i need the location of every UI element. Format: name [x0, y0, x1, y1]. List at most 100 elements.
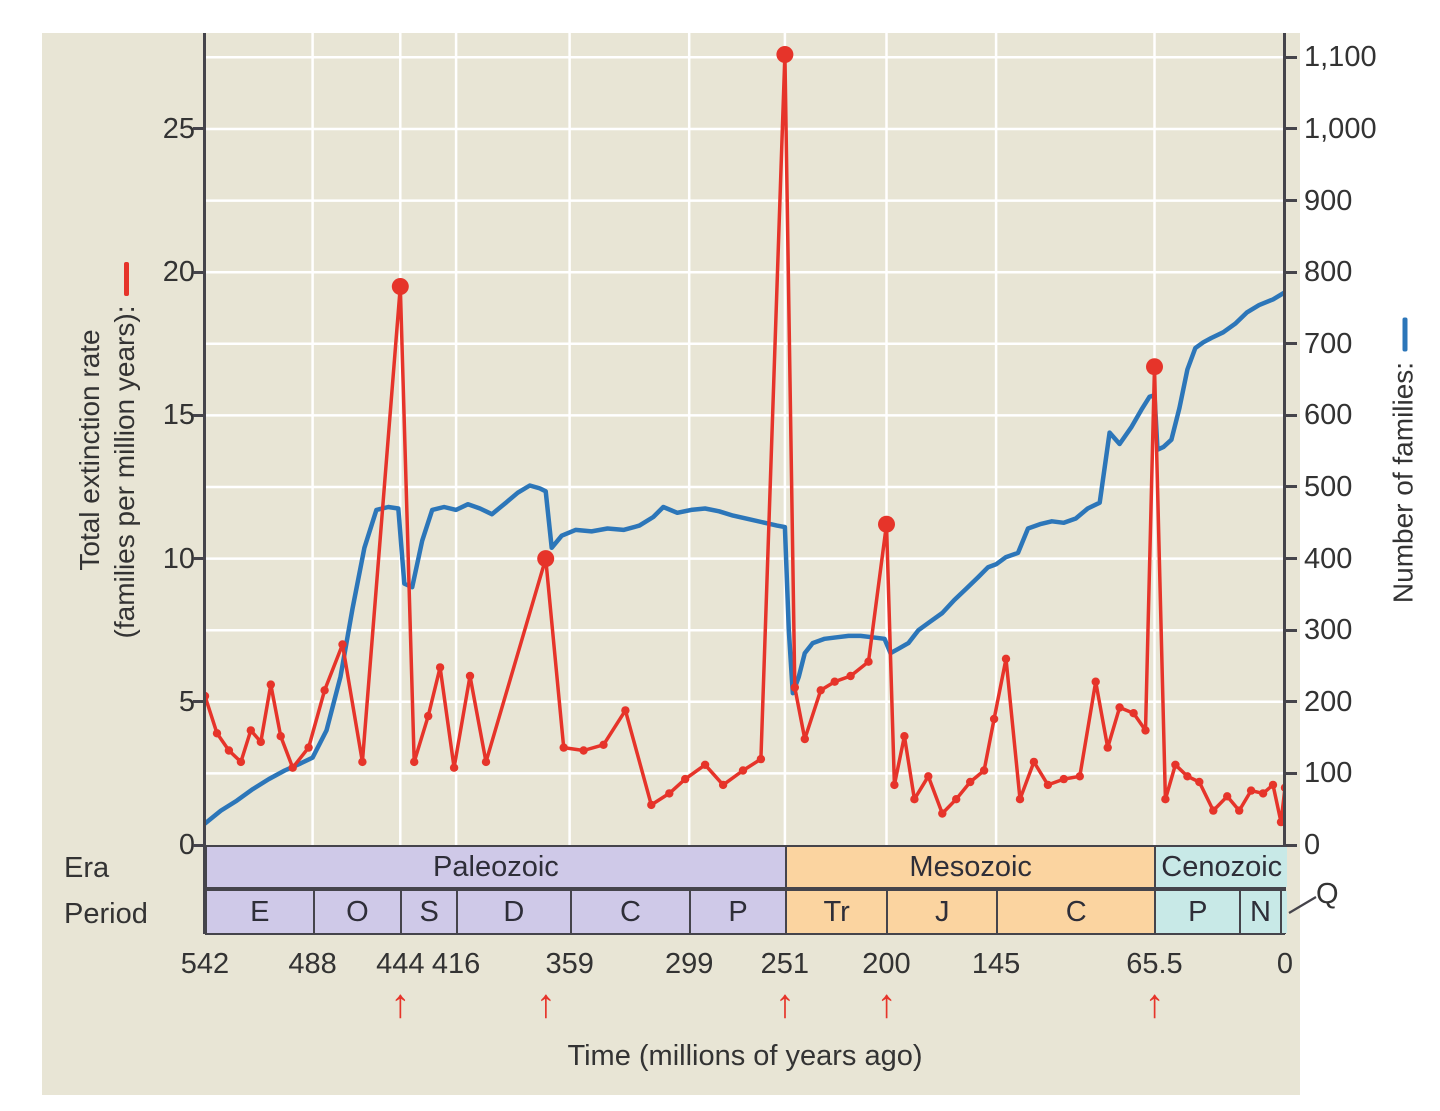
era-row: Paleozoic Mesozoic Cenozoic — [205, 845, 1287, 889]
extinction-rate-point — [224, 746, 234, 755]
extinction-rate-point — [559, 743, 568, 752]
mass-extinction-arrow: ↑ — [774, 982, 795, 1026]
extinction-rate-point — [212, 729, 222, 738]
left-tick-label: 25 — [162, 112, 195, 145]
extinction-rate-point — [1029, 757, 1039, 767]
right-tick-mark — [1286, 342, 1297, 346]
period-p: P — [691, 891, 787, 933]
x-tick-label: 299 — [665, 948, 714, 980]
right-tick-mark — [1286, 127, 1297, 131]
left-tick-mark — [193, 557, 204, 561]
period-e: E — [207, 891, 315, 933]
extinction-rate-point — [320, 686, 329, 695]
right-tick-mark — [1286, 843, 1297, 847]
right-tick-mark — [1286, 413, 1297, 417]
mass-extinction-dot — [1146, 358, 1163, 376]
period-d: D — [458, 891, 572, 933]
era-paleozoic: Paleozoic — [207, 847, 787, 887]
extinction-rate-point — [1209, 806, 1218, 815]
extinction-rate-point — [1268, 780, 1278, 790]
left-tick-mark — [193, 843, 204, 847]
extinction-rate-point — [1223, 792, 1232, 801]
extinction-rate-point — [304, 743, 313, 752]
extinction-rate-point — [1129, 709, 1138, 718]
mass-extinction-arrow: ↑ — [1144, 982, 1165, 1026]
extinction-rate-point — [599, 740, 608, 749]
x-tick-label: 359 — [545, 948, 594, 980]
right-tick-label: 700 — [1304, 327, 1353, 360]
extinction-rate-point — [449, 763, 459, 772]
left-tick-label: 10 — [162, 542, 195, 575]
extinction-rate-point — [1075, 772, 1084, 781]
plot-area — [205, 33, 1285, 845]
extinction-rate-point — [266, 680, 275, 689]
right-tick-label: 800 — [1304, 256, 1353, 289]
period-c: C — [998, 891, 1157, 933]
extinction-rate-point — [790, 683, 799, 692]
extinction-rate-point — [1258, 789, 1268, 798]
right-tick-mark — [1286, 700, 1297, 704]
extinction-rate-key-swatch — [124, 261, 130, 296]
extinction-rate-point — [989, 714, 999, 724]
extinction-rate-point — [1059, 774, 1068, 784]
period-s: S — [402, 891, 459, 933]
mass-extinction-arrow: ↑ — [390, 982, 411, 1026]
x-tick-label: 542 — [180, 948, 230, 980]
extinction-rate-point — [1195, 777, 1204, 787]
right-tick-label: 400 — [1304, 542, 1353, 575]
period-row-label: Period — [64, 898, 148, 930]
mass-extinction-arrow: ↑ — [535, 982, 556, 1026]
extinction-rate-point — [846, 671, 855, 681]
extinction-rate-point — [665, 789, 674, 798]
extinction-rate-point — [979, 766, 989, 775]
mass-extinction-dot — [391, 278, 409, 295]
extinction-rate-point — [756, 754, 766, 764]
x-tick-label: 488 — [288, 948, 337, 980]
right-axis-title: Number of families: — [1386, 161, 1421, 761]
left-tick-mark — [193, 413, 204, 417]
period-q-label: Q — [1316, 878, 1339, 910]
extinction-rate-point — [1043, 780, 1053, 790]
mass-extinction-dot — [878, 515, 895, 533]
left-tick-label: 20 — [162, 256, 195, 289]
right-tick-label: 0 — [1304, 829, 1321, 861]
right-tick-label: 100 — [1304, 757, 1353, 790]
extinction-rate-point — [1171, 760, 1180, 769]
right-tick-label: 1,000 — [1304, 112, 1377, 145]
left-tick-label: 0 — [178, 829, 195, 861]
left-axis-line — [203, 33, 206, 934]
extinction-rate-point — [465, 671, 475, 681]
right-tick-label: 300 — [1304, 614, 1353, 647]
x-tick-label: 145 — [971, 948, 1021, 980]
extinction-rate-point — [647, 800, 656, 810]
extinction-rate-point — [681, 774, 690, 784]
left-tick-mark — [193, 700, 204, 704]
period-j: J — [888, 891, 999, 933]
extinction-rate-point — [1091, 677, 1100, 686]
period-row: E O S D C P Tr J C P N — [205, 889, 1287, 935]
x-tick-label: 65.5 — [1126, 948, 1183, 980]
period-c: C — [571, 891, 692, 933]
period-tr: Tr — [786, 891, 889, 933]
right-tick-mark — [1286, 55, 1297, 59]
mass-extinction-dot — [776, 46, 794, 63]
right-axis-line — [1283, 33, 1286, 934]
extinction-rate-point — [830, 677, 839, 686]
era-cenozoic: Cenozoic — [1156, 847, 1287, 887]
left-tick-mark — [193, 270, 204, 274]
extinction-rate-point — [1115, 703, 1124, 712]
extinction-rate-point — [236, 757, 246, 767]
extinction-rate-point — [924, 772, 933, 781]
right-tick-mark — [1286, 199, 1297, 203]
x-axis-title: Time (millions of years ago) — [567, 1040, 923, 1072]
mass-extinction-dot — [537, 550, 555, 568]
extinction-rate-point — [738, 766, 748, 775]
extinction-rate-point — [1235, 806, 1244, 815]
extinction-rate-point — [890, 780, 899, 790]
extinction-rate-point — [481, 757, 491, 767]
extinction-rate-point — [338, 640, 347, 649]
right-tick-mark — [1286, 628, 1297, 632]
right-tick-mark — [1286, 270, 1297, 274]
extinction-rate-point — [938, 809, 947, 818]
period-n: N — [1241, 891, 1282, 933]
